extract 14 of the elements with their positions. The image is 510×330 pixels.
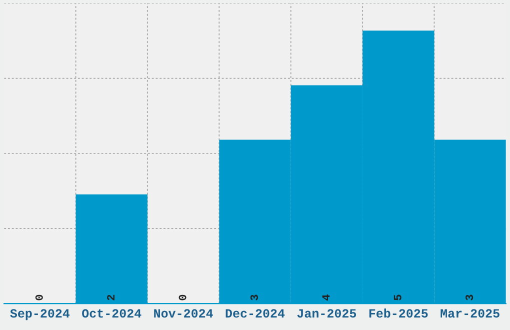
x-tick-label: Nov-2024 [154,309,213,318]
data-label: 0 [35,294,43,300]
x-tick-label: Sep-2024 [10,309,70,320]
data-label: 3 [466,294,474,300]
data-label: 4 [322,294,330,300]
x-tick-label: Mar-2025 [440,309,500,318]
data-label: 2 [107,294,114,300]
x-tick-label: Feb-2025 [369,308,428,318]
data-label: 5 [394,294,402,300]
x-tick-label: Jan-2025 [297,309,356,318]
data-label: 0 [178,294,186,300]
data-label: 3 [250,294,258,300]
x-tick-label: Oct-2024 [82,309,142,318]
x-tick-label: Dec-2024 [226,309,285,318]
